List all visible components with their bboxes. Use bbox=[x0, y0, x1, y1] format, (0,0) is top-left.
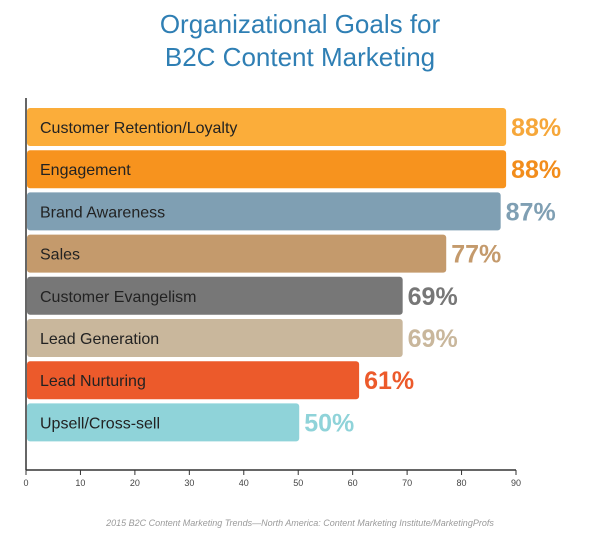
bar-value-label: 69% bbox=[408, 325, 458, 353]
x-tick-label: 90 bbox=[511, 478, 521, 488]
x-tick-label: 40 bbox=[239, 478, 249, 488]
bar-category-label: Brand Awareness bbox=[40, 204, 165, 221]
bar bbox=[27, 276, 403, 315]
bar-value-label: 87% bbox=[506, 198, 556, 226]
x-tick-label: 10 bbox=[75, 478, 85, 488]
bar bbox=[27, 403, 300, 442]
bar-value-label: 69% bbox=[408, 283, 458, 311]
bar bbox=[27, 192, 501, 231]
bar-value-label: 77% bbox=[451, 241, 501, 269]
x-tick-label: 80 bbox=[457, 478, 467, 488]
bar-value-label: 88% bbox=[511, 156, 561, 184]
chart-title-line-2: B2C Content Marketing bbox=[164, 42, 436, 72]
x-tick-label: 20 bbox=[130, 478, 140, 488]
x-tick-label: 50 bbox=[293, 478, 303, 488]
bar bbox=[27, 108, 507, 146]
bar bbox=[27, 150, 507, 189]
x-tick-label: 0 bbox=[23, 478, 28, 488]
bar-category-label: Customer Evangelism bbox=[40, 289, 197, 306]
chart-title: Organizational Goals for B2C Content Mar… bbox=[0, 8, 600, 74]
bar-value-label: 50% bbox=[304, 409, 354, 437]
bar-category-label: Sales bbox=[40, 247, 80, 264]
bar-category-label: Customer Retention/Loyalty bbox=[40, 120, 237, 137]
bar-category-label: Engagement bbox=[40, 162, 131, 179]
source-note: 2015 B2C Content Marketing Trends—North … bbox=[106, 518, 494, 528]
chart-title-line-1: Organizational Goals for bbox=[159, 9, 441, 39]
bar-category-label: Lead Nurturing bbox=[40, 373, 146, 390]
bar bbox=[27, 234, 447, 273]
bar bbox=[27, 361, 360, 400]
bar-value-label: 88% bbox=[511, 114, 561, 142]
bar-value-label: 61% bbox=[364, 367, 414, 395]
x-tick-label: 70 bbox=[402, 478, 412, 488]
x-tick-label: 60 bbox=[348, 478, 358, 488]
x-tick-label: 30 bbox=[184, 478, 194, 488]
bar bbox=[27, 319, 403, 357]
bar-category-label: Upsell/Cross-sell bbox=[40, 415, 160, 432]
bar-category-label: Lead Generation bbox=[40, 331, 159, 348]
